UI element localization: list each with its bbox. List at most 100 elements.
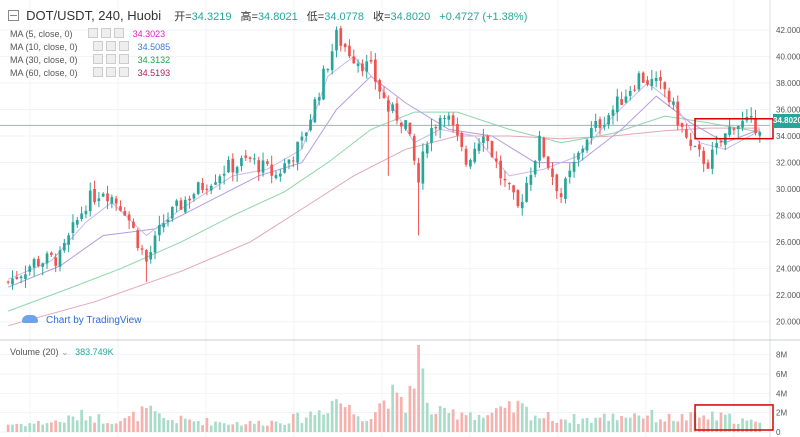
candle (270, 164, 274, 176)
eye-icon[interactable] (93, 67, 104, 77)
candle (520, 202, 524, 209)
volume-bar (490, 412, 494, 432)
candle (473, 148, 477, 163)
candle (386, 100, 390, 112)
settings-icon[interactable] (106, 67, 117, 77)
volume-bar (628, 417, 632, 432)
candle (67, 235, 70, 245)
indicator-ma60[interactable]: MA (60, close, 0) 34.5193 (10, 67, 170, 78)
eye-icon[interactable] (93, 41, 104, 51)
close-icon[interactable] (119, 67, 130, 77)
candle (486, 135, 490, 141)
volume-bar (538, 418, 541, 432)
candle (602, 125, 606, 127)
close-value: 34.8020 (390, 11, 431, 23)
candle (732, 128, 736, 131)
volume-bar (84, 420, 88, 432)
volume-bar (456, 419, 459, 432)
volume-bar (391, 384, 394, 432)
open-label: 开= (174, 11, 192, 23)
volume-bar (75, 420, 79, 432)
candle (568, 170, 572, 178)
volume-bar (291, 413, 295, 432)
candle (736, 125, 740, 130)
indicator-value: 34.5193 (137, 68, 171, 78)
candle (538, 135, 541, 161)
candle (140, 248, 144, 250)
volume-bar (408, 385, 412, 432)
volume-bar (577, 424, 580, 432)
volume-bar (114, 423, 118, 432)
candle (404, 120, 407, 130)
candle (460, 132, 464, 147)
settings-icon[interactable] (101, 28, 112, 38)
volume-bar (317, 410, 321, 432)
eye-icon[interactable] (93, 54, 104, 64)
volume-bar (196, 421, 200, 432)
candle (240, 157, 243, 166)
settings-icon[interactable] (106, 54, 117, 64)
volume-bar (188, 419, 191, 432)
close-icon[interactable] (114, 28, 125, 38)
candle (274, 175, 278, 179)
candle (408, 122, 412, 135)
candle (54, 257, 58, 266)
candle (244, 155, 248, 158)
candle (646, 80, 649, 85)
candle (84, 210, 88, 215)
volume-bar (438, 406, 442, 432)
volume-bar (386, 408, 390, 432)
settings-icon[interactable] (106, 41, 117, 51)
chevron-down-icon[interactable]: ⌄ (61, 347, 69, 357)
volume-bar (620, 415, 623, 432)
tradingview-branding[interactable]: Chart by TradingView (22, 315, 141, 326)
eye-icon[interactable] (88, 28, 99, 38)
candle (175, 200, 178, 206)
candle (106, 193, 109, 202)
candle (149, 252, 153, 260)
volume-bar (330, 400, 334, 432)
close-icon[interactable] (119, 41, 130, 51)
highlight-box (694, 118, 774, 140)
candle (317, 97, 321, 101)
volume-bar (235, 421, 239, 432)
volume-bar (395, 392, 399, 432)
candle (663, 82, 667, 90)
collapse-icon[interactable] (8, 10, 19, 21)
volume-bar (494, 408, 498, 432)
candle (555, 174, 559, 192)
volume-tick-label: 4M (776, 389, 787, 398)
volume-bar (313, 415, 317, 432)
volume-bar (602, 413, 606, 432)
volume-bar (559, 419, 563, 432)
indicator-ma5[interactable]: MA (5, close, 0) 34.3023 (10, 28, 165, 39)
symbol-title[interactable]: DOT/USDT, 240, Huobi (26, 8, 162, 23)
indicator-ma30[interactable]: MA (30, close, 0) 34.3132 (10, 54, 170, 65)
volume-bar (758, 422, 762, 432)
close-icon[interactable] (119, 54, 130, 64)
candle (170, 206, 174, 219)
volume-bar (607, 420, 610, 432)
candle (58, 250, 62, 267)
volume-bar (382, 400, 386, 432)
volume-bar (365, 421, 369, 432)
volume-bar (598, 417, 602, 432)
candle (261, 160, 265, 173)
volume-bar (62, 422, 66, 432)
volume-bar (520, 403, 524, 432)
volume-label: Volume (20) (10, 347, 59, 357)
volume-bar (507, 401, 511, 432)
volume-legend[interactable]: Volume (20) ⌄ 383.749K (10, 347, 114, 358)
volume-bar (590, 422, 593, 432)
candle (123, 210, 127, 216)
candle (490, 141, 494, 157)
volume-bar (568, 423, 572, 432)
indicator-ma10[interactable]: MA (10, close, 0) 34.5085 (10, 41, 170, 52)
candle (313, 99, 317, 123)
volume-bar (240, 425, 243, 432)
volume-bar (464, 415, 468, 432)
candle (615, 96, 619, 113)
candle (110, 197, 114, 204)
